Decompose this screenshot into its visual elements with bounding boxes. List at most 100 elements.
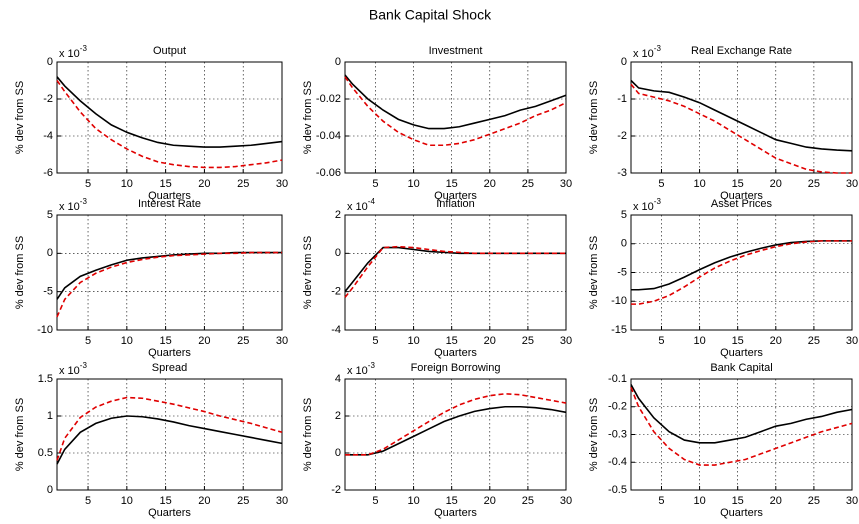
subplot-title: Interest Rate <box>138 198 201 210</box>
y-tick-label: 0 <box>47 247 53 259</box>
y-tick-label: 1.5 <box>38 373 53 385</box>
x-tick-label: 10 <box>693 335 705 347</box>
x-tick-label: 10 <box>407 335 419 347</box>
x-axis-label: Quarters <box>434 190 477 202</box>
x-axis-label: Quarters <box>720 507 763 519</box>
x-tick-label: 25 <box>522 495 534 507</box>
y-tick-label: -0.06 <box>316 167 341 179</box>
x-axis-label: Quarters <box>720 347 763 359</box>
x-tick-label: 30 <box>560 495 572 507</box>
x-tick-label: 5 <box>658 335 664 347</box>
y-axis-label: % dev from SS <box>302 236 314 309</box>
x-axis-label: Quarters <box>148 347 191 359</box>
plot-frame <box>56 378 283 491</box>
x-tick-label: 15 <box>446 335 458 347</box>
y-multiplier-base: x 10 <box>633 201 654 213</box>
y-tick-label: 5 <box>621 209 627 221</box>
subplot-title: Spread <box>152 362 187 374</box>
x-tick-label: 25 <box>808 495 820 507</box>
x-tick-label: 25 <box>237 495 249 507</box>
x-tick-label: 15 <box>732 335 744 347</box>
series-line <box>631 240 852 291</box>
y-multiplier-exponent: -3 <box>654 44 662 53</box>
y-tick-label: -0.3 <box>608 428 627 440</box>
y-tick-label: -0.5 <box>608 484 627 496</box>
series-line <box>56 251 282 318</box>
x-tick-label: 10 <box>121 178 133 190</box>
y-multiplier: x 10-3 <box>59 197 87 213</box>
y-multiplier: x 10-3 <box>347 361 375 377</box>
y-tick-label: -10 <box>37 324 53 336</box>
y-tick-label: -2 <box>43 93 53 105</box>
x-tick-label: 25 <box>522 335 534 347</box>
y-tick-label: 2 <box>335 209 341 221</box>
x-axis-label: Quarters <box>148 507 191 519</box>
subplot-title: Output <box>153 45 186 57</box>
subplot-title: Bank Capital <box>710 362 772 374</box>
x-tick-label: 5 <box>658 495 664 507</box>
y-axis-label: % dev from SS <box>14 236 26 309</box>
x-tick-label: 20 <box>484 335 496 347</box>
subplot-title: Investment <box>429 45 483 57</box>
y-axis-label: % dev from SS <box>302 398 314 471</box>
y-multiplier-exponent: -3 <box>80 197 88 206</box>
y-tick-label: 0 <box>47 56 53 68</box>
x-tick-label: 25 <box>808 335 820 347</box>
y-tick-label: 5 <box>47 209 53 221</box>
y-tick-label: -0.4 <box>608 456 627 468</box>
y-multiplier-exponent: -3 <box>80 44 88 53</box>
plot-frame <box>344 214 567 331</box>
x-tick-label: 10 <box>121 335 133 347</box>
y-tick-label: 4 <box>335 373 341 385</box>
x-tick-label: 30 <box>276 495 288 507</box>
y-multiplier-exponent: -4 <box>368 197 376 206</box>
plot-frame <box>630 378 853 491</box>
series-line <box>56 415 283 465</box>
x-tick-label: 15 <box>732 178 744 190</box>
y-multiplier: x 10-4 <box>347 197 375 213</box>
y-tick-label: -1 <box>617 93 627 105</box>
x-tick-label: 30 <box>846 178 858 190</box>
x-tick-label: 5 <box>85 178 91 190</box>
y-tick-label: -0.2 <box>608 401 627 413</box>
y-tick-label: 0 <box>621 56 627 68</box>
y-multiplier: x 10-3 <box>59 361 87 377</box>
series-line <box>631 240 852 305</box>
y-tick-label: -0.02 <box>316 93 341 105</box>
y-tick-label: -15 <box>611 324 627 336</box>
y-tick-label: 0 <box>335 56 341 68</box>
plot-frame <box>56 61 283 174</box>
y-multiplier-exponent: -3 <box>80 361 88 370</box>
y-multiplier: x 10-3 <box>633 44 661 60</box>
y-tick-label: 1 <box>47 410 53 422</box>
y-axis-label: % dev from SS <box>14 81 26 154</box>
y-axis-label: % dev from SS <box>588 236 600 309</box>
series-line <box>345 392 567 456</box>
x-tick-label: 15 <box>446 178 458 190</box>
x-tick-label: 15 <box>732 495 744 507</box>
x-axis-label: Quarters <box>148 190 191 202</box>
subplot-title: Foreign Borrowing <box>411 362 501 374</box>
x-tick-label: 30 <box>276 335 288 347</box>
x-tick-label: 30 <box>560 178 572 190</box>
y-tick-label: 0.5 <box>38 447 53 459</box>
x-tick-label: 5 <box>372 178 378 190</box>
y-multiplier-exponent: -3 <box>654 197 662 206</box>
series-line <box>344 246 566 293</box>
x-tick-label: 30 <box>846 335 858 347</box>
y-tick-label: 0 <box>335 247 341 259</box>
y-tick-label: 0 <box>335 447 341 459</box>
x-tick-label: 10 <box>693 495 705 507</box>
y-tick-label: -10 <box>611 295 627 307</box>
x-tick-label: 20 <box>484 178 496 190</box>
y-multiplier-base: x 10 <box>59 365 80 377</box>
plot-frame <box>344 378 567 491</box>
plot-frame <box>344 61 567 174</box>
y-tick-label: -2 <box>617 130 627 142</box>
x-tick-label: 25 <box>808 178 820 190</box>
x-tick-label: 25 <box>237 335 249 347</box>
series-line <box>56 396 283 461</box>
x-tick-label: 5 <box>658 178 664 190</box>
y-multiplier-base: x 10 <box>347 201 368 213</box>
y-tick-label: -4 <box>43 130 53 142</box>
